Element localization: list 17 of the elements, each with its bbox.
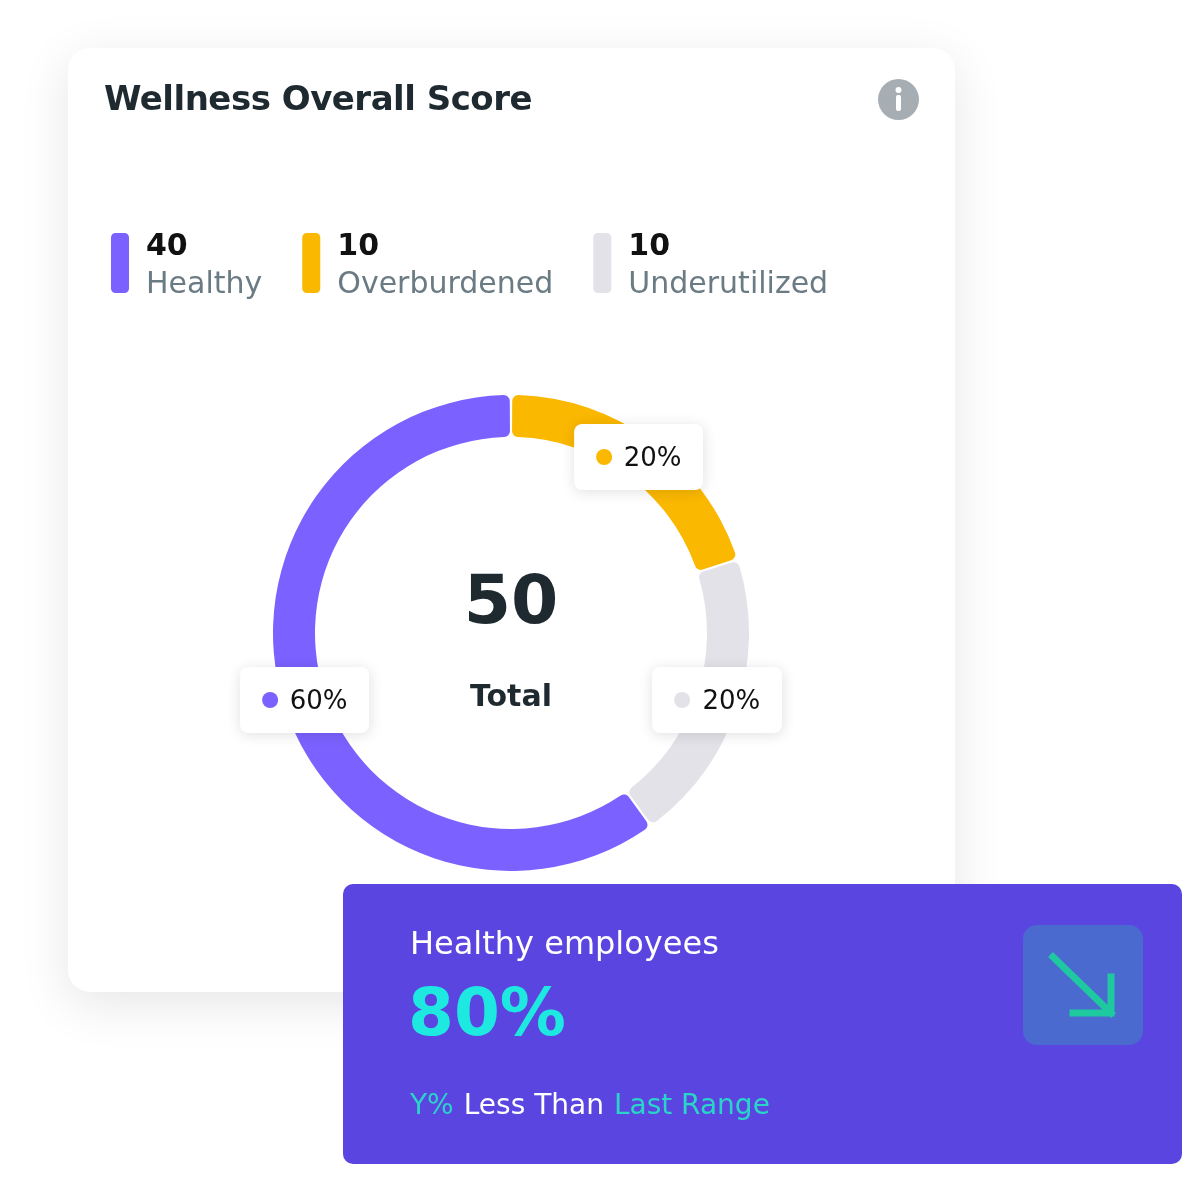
- legend-label: Healthy: [146, 264, 263, 300]
- text: 80%: [408, 974, 566, 1051]
- text: 10: [628, 226, 671, 262]
- text: Last Range: [613, 1088, 770, 1121]
- data-label: 60%: [289, 685, 348, 716]
- legend-label: Overburdened: [337, 264, 554, 300]
- data-label: 20%: [702, 685, 761, 716]
- data-label: 20%: [623, 442, 682, 473]
- text: 10: [337, 226, 380, 262]
- text: 50: [462, 560, 560, 639]
- chart-title: Wellness Overall Score: [104, 78, 533, 118]
- text: 40: [146, 226, 188, 262]
- text: Total: [469, 678, 553, 713]
- text: Less Than: [463, 1088, 604, 1121]
- legend-label: Underutilized: [628, 264, 829, 300]
- text: Y%: [410, 1088, 454, 1121]
- text: Healthy employees: [410, 924, 719, 962]
